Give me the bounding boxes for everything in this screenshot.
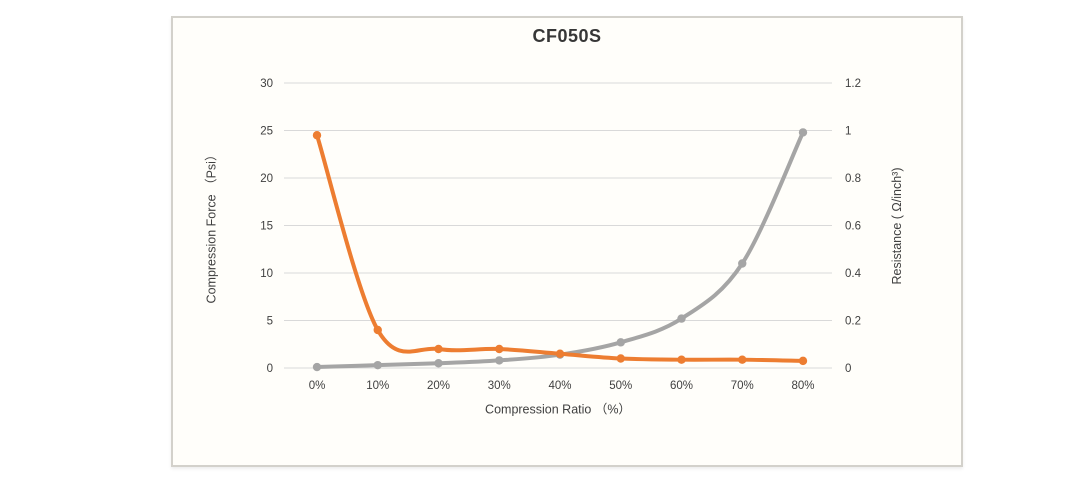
left-axis-tick-label: 0 [267, 363, 273, 375]
series-marker [495, 344, 504, 354]
series-marker [616, 354, 625, 363]
series-marker [312, 131, 322, 140]
right-axis-tick-label: 0 [845, 363, 851, 375]
left-axis-tick-label: 30 [260, 78, 273, 90]
right-axis-tick-label: 0.6 [845, 221, 861, 233]
left-axis-tick-label: 10 [260, 268, 273, 280]
series-marker [434, 344, 443, 354]
line-chart-plot: 0 0 5 0.2 10 0.4 15 0.6 20 0.8 25 1 30 1.2 0% 10% 20% 30%… [260, 78, 862, 392]
series-marker [798, 356, 808, 366]
chart-title: CF050S [532, 26, 602, 46]
x-axis-tick-label: 40% [548, 380, 571, 392]
series-marker [738, 355, 747, 364]
x-axis-tick-label: 70% [731, 380, 754, 392]
series-marker [616, 338, 625, 347]
x-axis-tick-label: 0% [309, 380, 326, 392]
right-axis-tick-label: 0.8 [845, 173, 861, 185]
series-marker [738, 259, 747, 268]
series-marker [434, 359, 443, 368]
series-marker [373, 325, 382, 335]
x-axis-tick-label: 80% [791, 380, 814, 392]
series-marker [677, 355, 686, 364]
x-axis-tick-label: 30% [488, 380, 511, 392]
series-marker [798, 128, 808, 137]
right-axis-tick-label: 0.2 [845, 316, 861, 328]
x-axis-tick-label: 10% [366, 380, 389, 392]
series-line [315, 133, 805, 363]
left-axis-tick-label: 5 [267, 316, 273, 328]
series-marker [555, 349, 565, 358]
x-axis-tick-label: 20% [427, 380, 450, 392]
right-axis-tick-label: 1 [845, 126, 851, 138]
x-axis-tick-label: 50% [609, 380, 632, 392]
left-axis-tick-label: 25 [260, 126, 273, 138]
chart-frame: CF050S Compression Force （Psi） Resistanc… [171, 16, 963, 467]
series-marker [312, 362, 322, 372]
left-axis-tick-label: 20 [260, 173, 273, 185]
left-axis-tick-label: 15 [260, 221, 273, 233]
series-marker [495, 356, 504, 365]
right-axis-tick-label: 0.4 [845, 268, 862, 280]
series-line [315, 130, 805, 370]
series-marker [373, 360, 382, 370]
right-axis-tick-label: 1.2 [845, 78, 861, 90]
x-axis-title: Compression Ratio （%） [485, 402, 631, 417]
series-marker [677, 314, 686, 323]
x-axis-tick-label: 60% [670, 380, 693, 392]
